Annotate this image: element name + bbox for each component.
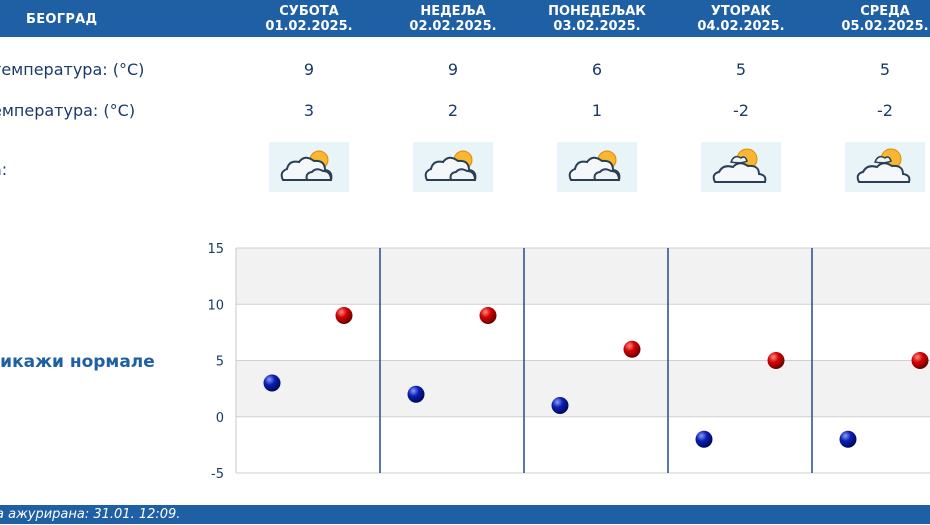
min-temp-value: 3 bbox=[303, 101, 315, 120]
day-name: СРЕДА bbox=[860, 4, 910, 19]
show-normals-link[interactable]: рикажи нормале bbox=[0, 352, 155, 372]
day-date: 03.02.2025. bbox=[553, 19, 641, 34]
min-temp-value: 1 bbox=[591, 101, 603, 120]
max-temp-value: 5 bbox=[735, 60, 747, 79]
day-header: СРЕДА 05.02.2025. bbox=[815, 4, 930, 34]
min-temp-point bbox=[551, 397, 569, 414]
last-updated: а ажурирана: 31.01. 12:09. bbox=[0, 507, 181, 522]
max-temp-value: 6 bbox=[591, 60, 603, 79]
y-tick-label: 10 bbox=[207, 298, 224, 313]
cloudy-sun-icon bbox=[269, 142, 349, 192]
max-temp-point bbox=[911, 352, 929, 369]
day-header: УТОРАК 04.02.2025. bbox=[671, 4, 811, 34]
day-header: НЕДЕЉА 02.02.2025. bbox=[383, 4, 523, 34]
max-temp-point bbox=[335, 307, 353, 324]
min-temp-value: -2 bbox=[733, 101, 749, 120]
chart-band bbox=[236, 360, 930, 417]
partly-cloudy-icon bbox=[701, 142, 781, 192]
y-tick-label: -5 bbox=[211, 467, 224, 482]
y-tick-label: 0 bbox=[216, 411, 224, 426]
day-date: 01.02.2025. bbox=[265, 19, 353, 34]
chart-band bbox=[236, 248, 930, 305]
min-temp-label: емпература: (°C) bbox=[0, 101, 136, 120]
day-date: 05.02.2025. bbox=[841, 19, 929, 34]
min-temp-value: -2 bbox=[877, 101, 893, 120]
min-temp-point bbox=[839, 430, 857, 448]
day-name: УТОРАК bbox=[710, 4, 772, 19]
cloudy-sun-icon bbox=[413, 142, 493, 192]
day-name: ПОНЕДЕЉАК bbox=[548, 4, 646, 19]
min-temp-point bbox=[407, 385, 425, 403]
max-temp-point bbox=[479, 307, 497, 324]
day-header: СУБОТА 01.02.2025. bbox=[239, 4, 379, 34]
min-temp-point bbox=[695, 430, 713, 448]
partly-cloudy-icon bbox=[845, 142, 925, 192]
city-name: БЕОГРАД bbox=[26, 12, 98, 27]
min-temp-point bbox=[263, 374, 281, 392]
y-tick-label: 15 bbox=[207, 242, 224, 257]
max-temp-point bbox=[767, 352, 785, 369]
max-temp-value: 9 bbox=[303, 60, 315, 79]
day-date: 04.02.2025. bbox=[697, 19, 785, 34]
status-bar: а ажурирана: 31.01. 12:09. bbox=[0, 505, 930, 524]
max-temp-value: 9 bbox=[447, 60, 459, 79]
day-name: НЕДЕЉА bbox=[420, 4, 486, 19]
max-temp-label: температура: (°C) bbox=[0, 60, 145, 79]
y-tick-label: 5 bbox=[216, 355, 224, 370]
day-date: 02.02.2025. bbox=[409, 19, 497, 34]
forecast-header: БЕОГРАД СУБОТА 01.02.2025. НЕДЕЉА 02.02.… bbox=[0, 0, 930, 37]
max-temp-point bbox=[623, 340, 641, 358]
day-name: СУБОТА bbox=[279, 4, 339, 19]
cloudy-sun-icon bbox=[557, 142, 637, 192]
weather-label: а: bbox=[0, 160, 8, 179]
max-temp-value: 5 bbox=[879, 60, 891, 79]
temperature-chart: 15 10 5 0 -5 bbox=[207, 242, 930, 482]
min-temp-value: 2 bbox=[447, 101, 459, 120]
day-header: ПОНЕДЕЉАК 03.02.2025. bbox=[527, 4, 667, 34]
